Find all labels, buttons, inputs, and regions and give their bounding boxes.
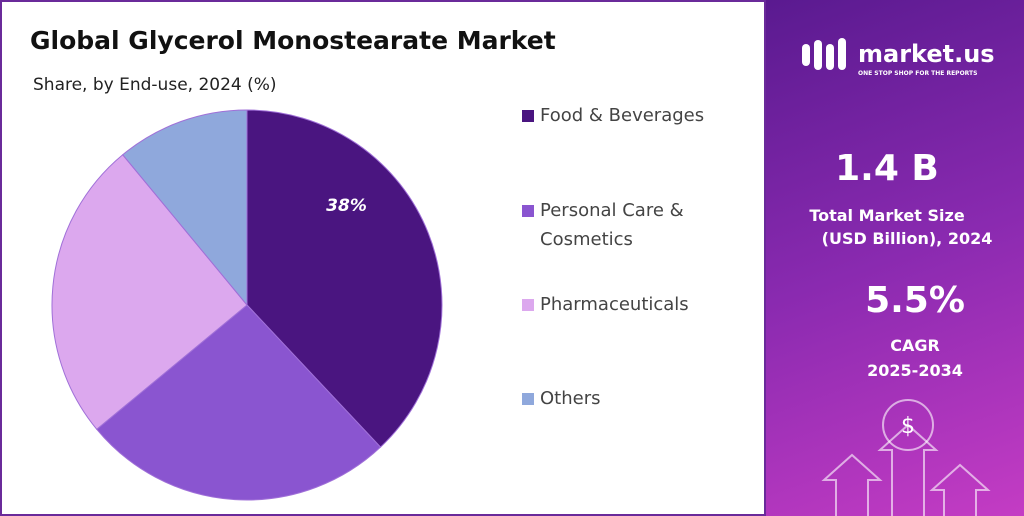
chart-title: Global Glycerol Monostearate Market — [30, 26, 556, 55]
legend-swatch — [522, 110, 534, 122]
chart: Global Glycerol Monostearate Market Shar… — [30, 26, 556, 501]
cagr-period: 2025-2034 — [867, 361, 963, 380]
legend-item: Pharmaceuticals — [522, 290, 712, 319]
logo-icon — [802, 38, 846, 70]
arrows — [821, 399, 991, 516]
chart-frame — [0, 0, 766, 516]
pie-slice — [121, 109, 248, 307]
legend-swatch — [522, 205, 534, 217]
pie-slice — [51, 154, 248, 431]
legend-label: Food & Beverages — [540, 105, 705, 126]
legend-item: Others — [522, 384, 712, 413]
legend-swatch — [522, 299, 534, 311]
market-size-label: (USD Billion), 2024 — [821, 229, 993, 248]
panel-decor: $ — [802, 38, 991, 516]
cagr: 5.5% — [865, 280, 965, 321]
dollar-icon: $ — [901, 414, 915, 439]
legend-label: Pharmaceuticals — [540, 294, 689, 315]
legend-item: Food & Beverages — [522, 101, 712, 130]
data-label: 38% — [326, 196, 367, 216]
side-panel: $ market.us ONE STOP SHOP FOR THE REPORT… — [766, 0, 1024, 516]
pie: 38% — [51, 109, 443, 501]
legend-swatch — [522, 393, 534, 405]
legend-item: Personal Care & Cosmetics — [522, 196, 712, 254]
chart-subtitle: Share, by End-use, 2024 (%) — [33, 75, 277, 95]
legend-label: Others — [540, 388, 601, 409]
pie-slice — [246, 109, 443, 448]
pie-slice — [96, 304, 382, 501]
market-size: 1.4 B — [835, 148, 939, 189]
brand: market.us — [858, 40, 995, 68]
tagline: ONE STOP SHOP FOR THE REPORTS — [858, 70, 978, 77]
cagr-label: CAGR — [890, 336, 940, 355]
market-size-label: Total Market Size — [809, 206, 965, 225]
legend-label: Personal Care & Cosmetics — [540, 200, 684, 250]
